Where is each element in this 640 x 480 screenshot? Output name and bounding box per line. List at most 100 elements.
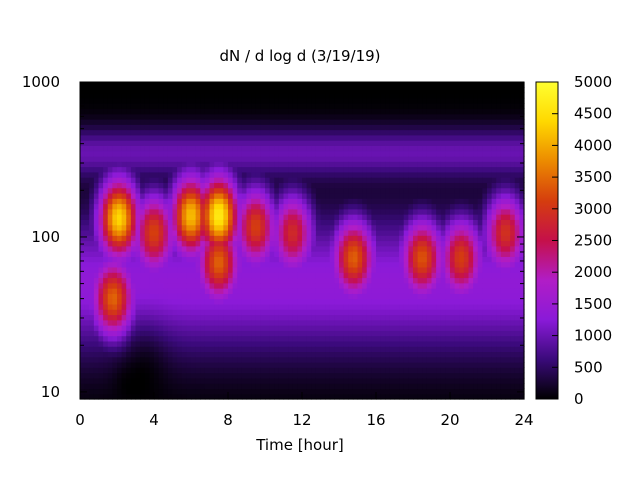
heatmap-cell (163, 171, 169, 178)
heatmap-cell (274, 145, 280, 152)
heatmap-cell (107, 192, 113, 199)
heatmap-cell (80, 229, 86, 236)
heatmap-cell (84, 303, 90, 310)
heatmap-cell (163, 245, 169, 252)
heatmap-cell (426, 266, 433, 273)
heatmap-cell (371, 145, 377, 152)
heatmap-cell (80, 393, 86, 400)
heatmap-cell (417, 140, 423, 146)
heatmap-cell (89, 177, 95, 183)
heatmap-cell (385, 330, 391, 337)
heatmap-cell (352, 367, 359, 374)
heatmap-cell (320, 113, 326, 120)
heatmap-cell (376, 251, 382, 257)
heatmap-cell (389, 266, 396, 273)
heatmap-cell (278, 351, 285, 358)
heatmap-cell (385, 362, 391, 368)
heatmap-cell (200, 346, 206, 353)
heatmap-cell (348, 393, 354, 400)
heatmap-cell (306, 372, 312, 379)
heatmap-cell (362, 288, 368, 294)
heatmap-cell (389, 309, 396, 316)
heatmap-cell (348, 229, 354, 236)
heatmap-cell (417, 272, 423, 279)
heatmap-cell (112, 340, 118, 347)
heatmap-cell (278, 129, 285, 136)
heatmap-cell (204, 108, 211, 115)
heatmap-cell (126, 155, 132, 162)
heatmap-cell (315, 198, 322, 205)
heatmap-cell (237, 335, 243, 342)
heatmap-cell (408, 383, 414, 390)
heatmap-cell (329, 192, 335, 199)
heatmap-cell (422, 182, 428, 189)
heatmap-cell (135, 356, 141, 363)
heatmap-cell (251, 129, 257, 136)
heatmap-cell (297, 97, 303, 104)
heatmap-cell (112, 103, 118, 110)
heatmap-cell (357, 235, 363, 242)
heatmap-cell (121, 155, 127, 162)
heatmap-cell (362, 298, 368, 305)
heatmap-cell (255, 282, 261, 289)
heatmap-cell (246, 118, 252, 125)
heatmap-cell (413, 145, 419, 152)
heatmap-cell (140, 140, 146, 146)
heatmap-cell (237, 298, 243, 305)
heatmap-cell (89, 187, 95, 194)
heatmap-cell (167, 103, 174, 110)
heatmap-cell (352, 203, 359, 210)
heatmap-cell (320, 219, 326, 226)
heatmap-cell (98, 362, 104, 368)
heatmap-cell (274, 372, 280, 379)
heatmap-cell (260, 150, 266, 157)
heatmap-cell (209, 219, 215, 226)
heatmap-cell (98, 166, 104, 173)
heatmap-cell (292, 245, 298, 252)
heatmap-cell (403, 393, 409, 400)
heatmap-cell (339, 261, 345, 268)
heatmap-cell (306, 203, 312, 210)
heatmap-cell (218, 272, 224, 279)
heatmap-cell (329, 224, 335, 231)
heatmap-cell (186, 351, 192, 358)
heatmap-cell (177, 303, 183, 310)
heatmap-cell (140, 383, 146, 390)
heatmap-cell (399, 340, 405, 347)
heatmap-cell (306, 319, 312, 326)
heatmap-cell (302, 261, 308, 268)
heatmap-cell (394, 314, 400, 321)
heatmap-cell (454, 351, 460, 358)
heatmap-cell (223, 108, 229, 115)
heatmap-cell (339, 155, 345, 162)
heatmap-cell (408, 219, 414, 226)
heatmap-cell (84, 362, 90, 368)
heatmap-cell (241, 155, 248, 162)
heatmap-cell (107, 187, 113, 194)
heatmap-cell (348, 388, 354, 395)
heatmap-cell (135, 166, 141, 173)
heatmap-cell (93, 335, 100, 342)
heatmap-cell (191, 192, 197, 199)
heatmap-cell (214, 325, 220, 331)
heatmap-cell (218, 129, 224, 136)
heatmap-cell (454, 118, 460, 125)
heatmap-cell (454, 129, 460, 136)
heatmap-cell (89, 203, 95, 210)
heatmap-cell (417, 346, 423, 353)
heatmap-cell (348, 150, 354, 157)
heatmap-cell (149, 150, 155, 157)
heatmap-cell (376, 303, 382, 310)
heatmap-cell (126, 129, 132, 136)
heatmap-cell (191, 140, 197, 146)
heatmap-cell (163, 103, 169, 110)
heatmap-cell (200, 92, 206, 99)
heatmap-cell (325, 177, 331, 183)
heatmap-cell (200, 277, 206, 284)
heatmap-cell (130, 171, 137, 178)
heatmap-cell (195, 134, 201, 141)
heatmap-cell (186, 346, 192, 353)
heatmap-cell (431, 129, 437, 136)
heatmap-cell (265, 288, 271, 294)
heatmap-cell (343, 82, 349, 88)
